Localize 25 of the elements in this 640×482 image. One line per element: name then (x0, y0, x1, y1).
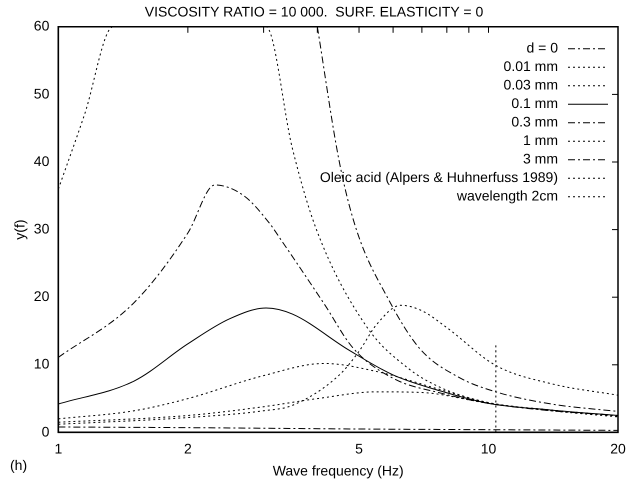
y-tick-label: 50 (34, 85, 50, 102)
y-axis-title: y(f) (11, 219, 28, 240)
legend-label: 0.01 mm (504, 58, 558, 74)
y-tick-label: 20 (34, 288, 50, 304)
x-tick-label: 10 (480, 440, 497, 457)
y-tick-label: 60 (34, 18, 50, 34)
legend-label: 1 mm (523, 132, 558, 148)
y-tick-label: 10 (34, 356, 50, 372)
x-axis-title: Wave frequency (Hz) (272, 462, 404, 478)
y-tick-label: 30 (34, 220, 50, 236)
text: (h) (10, 457, 28, 473)
legend-label: 3 mm (523, 150, 558, 167)
legend-label: 0.3 mm (511, 114, 558, 130)
x-tick-label: 1 (54, 440, 62, 457)
y-tick-label: 40 (34, 152, 50, 169)
legend-label: 0.1 mm (511, 95, 558, 112)
y-tick-label: 0 (42, 423, 50, 440)
chart-title: VISCOSITY RATIO = 10 000. SURF. ELASTICITY = 0 (144, 3, 484, 20)
legend-label: wavelength 2cm (456, 188, 558, 204)
legend-label: Oleic acid (Alpers & Huhnerfuss 1989) (320, 169, 558, 186)
x-tick-label: 5 (355, 440, 364, 457)
x-tick-label: 2 (184, 440, 192, 457)
legend-label: d = 0 (526, 40, 558, 56)
x-tick-label: 20 (610, 440, 626, 457)
legend-label: 0.03 mm (504, 76, 558, 93)
